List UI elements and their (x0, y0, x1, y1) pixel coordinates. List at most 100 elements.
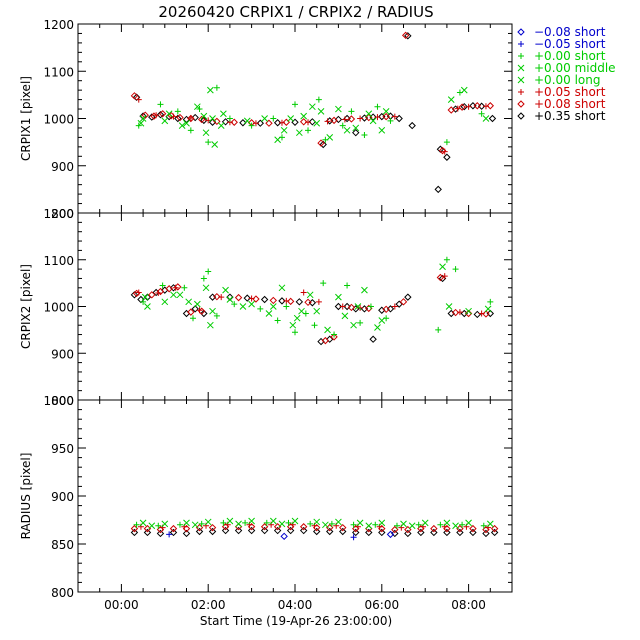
legend-symbol (518, 41, 524, 47)
data-point (166, 531, 173, 538)
data-point (256, 119, 264, 127)
data-point (341, 116, 348, 123)
legend-entry: +0.00 middle (534, 61, 616, 75)
data-point (220, 110, 227, 118)
legend-symbol (517, 64, 525, 72)
data-point (263, 519, 270, 526)
data-point (395, 114, 403, 123)
data-point (191, 521, 199, 529)
data-point (155, 522, 162, 529)
data-point (306, 291, 314, 299)
data-point (265, 310, 273, 317)
data-point (176, 113, 184, 122)
data-point (213, 312, 220, 319)
data-point (278, 284, 286, 292)
data-point (196, 307, 203, 314)
data-point (274, 136, 281, 144)
data-point (399, 298, 408, 306)
data-point (248, 295, 255, 302)
data-point (234, 293, 243, 302)
x-tick-label: 08:00 (451, 598, 486, 612)
data-point (157, 101, 164, 108)
data-point (387, 117, 394, 124)
data-point (260, 295, 269, 304)
data-point (400, 520, 407, 528)
data-point (226, 517, 234, 525)
data-point (378, 126, 386, 134)
data-point (265, 119, 273, 127)
data-point (221, 118, 230, 126)
data-point (234, 526, 243, 535)
legend-entry: −0.05 short (534, 37, 606, 51)
data-point (378, 528, 386, 537)
data-point (315, 96, 322, 103)
data-point (460, 86, 468, 94)
data-point (207, 321, 214, 329)
data-point (341, 312, 349, 320)
data-point (287, 115, 295, 122)
data-point (335, 105, 342, 113)
data-point (200, 309, 208, 318)
data-point (339, 303, 346, 310)
data-point (135, 96, 142, 103)
data-point (191, 113, 199, 122)
data-point (130, 291, 139, 299)
data-point (456, 528, 464, 537)
data-point (209, 307, 216, 315)
data-point (298, 307, 305, 315)
data-point (335, 518, 342, 526)
data-point (404, 529, 412, 538)
data-point (372, 521, 379, 528)
data-point (220, 519, 227, 526)
data-point (344, 282, 351, 289)
data-point (176, 521, 183, 528)
legend-entry: +0.35 short (534, 109, 606, 123)
legend-symbol (518, 53, 524, 59)
data-point (278, 520, 286, 528)
data-point (382, 108, 390, 115)
x-tick-label: 00:00 (104, 598, 139, 612)
data-point (273, 526, 282, 535)
data-point (443, 153, 451, 161)
data-point (451, 308, 460, 317)
data-point (486, 520, 494, 528)
data-point (137, 119, 145, 127)
data-point (443, 256, 450, 263)
data-point (208, 523, 217, 532)
data-point (473, 310, 481, 319)
data-point (181, 284, 188, 291)
data-point (207, 86, 214, 94)
data-point (218, 294, 225, 301)
data-point (205, 268, 212, 275)
data-point (295, 129, 303, 137)
data-point (280, 532, 288, 541)
data-point (247, 526, 256, 535)
data-point (365, 113, 373, 122)
data-point (299, 526, 308, 535)
data-point (443, 528, 451, 537)
data-point (300, 289, 307, 296)
data-point (280, 126, 288, 134)
data-point (434, 185, 442, 194)
y-tick-label: 1000 (43, 113, 74, 127)
data-point (187, 115, 194, 122)
data-point (459, 521, 466, 528)
data-point (430, 524, 438, 533)
data-point (334, 302, 343, 311)
y-tick-label: 1200 (43, 18, 74, 32)
data-point (488, 114, 497, 123)
legend-symbol (517, 28, 525, 36)
data-point (334, 115, 343, 124)
y-tick-label: 1000 (43, 301, 74, 315)
data-point (343, 302, 351, 311)
legend: −0.08 short−0.05 short+0.00 short+0.00 m… (517, 25, 616, 123)
legend-symbol (517, 112, 525, 120)
data-point (490, 524, 499, 533)
data-point (248, 517, 255, 525)
data-point (159, 282, 166, 289)
data-point (300, 112, 308, 120)
data-point (158, 110, 167, 118)
data-point (165, 285, 173, 293)
data-point (365, 528, 373, 537)
